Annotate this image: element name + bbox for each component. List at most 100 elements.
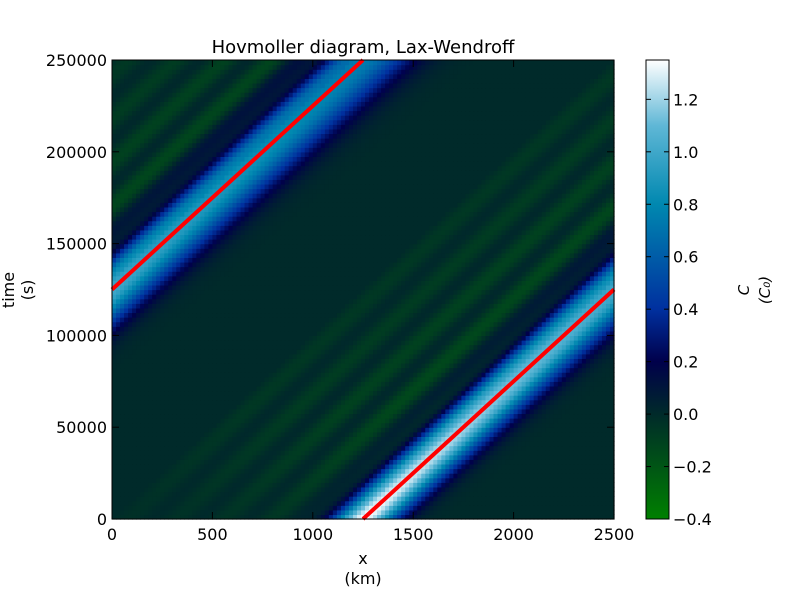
heatmap-cell (148, 354, 153, 359)
heatmap-cell (385, 450, 390, 455)
heatmap-cell (192, 423, 197, 428)
heatmap-cell (429, 409, 434, 414)
heatmap-cell (457, 381, 462, 386)
heatmap-cell (405, 469, 410, 474)
heatmap-cell (317, 436, 322, 441)
heatmap-cell (132, 464, 137, 469)
heatmap-cell (409, 409, 414, 414)
heatmap-cell (180, 340, 185, 345)
heatmap-cell (152, 459, 157, 464)
heatmap-cell (204, 450, 209, 455)
heatmap-cell (522, 354, 527, 359)
heatmap-cell (148, 381, 153, 386)
heatmap-cell (313, 505, 318, 510)
heatmap-cell (132, 450, 137, 455)
heatmap-cell (277, 501, 282, 506)
heatmap-cell (393, 390, 398, 395)
heatmap-cell (465, 345, 470, 350)
heatmap-cell (297, 349, 302, 354)
heatmap-cell (152, 432, 157, 437)
heatmap-cell (490, 496, 495, 501)
heatmap-cell (465, 459, 470, 464)
heatmap-cell (361, 349, 366, 354)
heatmap-cell (309, 390, 314, 395)
heatmap-cell (164, 418, 169, 423)
heatmap-cell (116, 473, 121, 478)
heatmap-cell (606, 446, 611, 451)
heatmap-cell (477, 423, 482, 428)
heatmap-cell (506, 340, 511, 345)
heatmap-cell (526, 464, 531, 469)
heatmap-cell (498, 413, 503, 418)
heatmap-cell (140, 501, 145, 506)
heatmap-cell (289, 436, 294, 441)
heatmap-cell (313, 404, 318, 409)
heatmap-cell (546, 427, 551, 432)
heatmap-cell (285, 340, 290, 345)
heatmap-cell (156, 487, 161, 492)
heatmap-cell (409, 386, 414, 391)
heatmap-cell (176, 368, 181, 373)
heatmap-cell (393, 505, 398, 510)
heatmap-cell (128, 432, 133, 437)
heatmap-cell (522, 395, 527, 400)
heatmap-cell (606, 395, 611, 400)
heatmap-cell (245, 390, 250, 395)
heatmap-cell (257, 413, 262, 418)
heatmap-cell (526, 354, 531, 359)
heatmap-cell (188, 409, 193, 414)
heatmap-cell (144, 496, 149, 501)
heatmap-cell (152, 390, 157, 395)
heatmap-cell (281, 404, 286, 409)
heatmap-cell (514, 487, 519, 492)
heatmap-cell (437, 510, 442, 515)
heatmap-cell (373, 455, 378, 460)
heatmap-cell (481, 432, 486, 437)
heatmap-cell (237, 501, 242, 506)
heatmap-cell (257, 501, 262, 506)
heatmap-cell (253, 464, 258, 469)
heatmap-cell (510, 436, 515, 441)
heatmap-cell (269, 372, 274, 377)
heatmap-cell (224, 473, 229, 478)
heatmap-cell (124, 450, 129, 455)
heatmap-cell (188, 441, 193, 446)
heatmap-cell (313, 368, 318, 373)
heatmap-cell (333, 450, 338, 455)
heatmap-cell (281, 455, 286, 460)
heatmap-cell (353, 335, 358, 340)
heatmap-cell (285, 491, 290, 496)
heatmap-cell (361, 496, 366, 501)
heatmap-cell (285, 459, 290, 464)
heatmap-cell (546, 413, 551, 418)
heatmap-cell (361, 432, 366, 437)
heatmap-cell (570, 446, 575, 451)
heatmap-cell (249, 473, 254, 478)
heatmap-cell (477, 377, 482, 382)
heatmap-cell (469, 363, 474, 368)
heatmap-cell (437, 482, 442, 487)
heatmap-cell (405, 372, 410, 377)
heatmap-cell (522, 432, 527, 437)
heatmap-cell (522, 510, 527, 515)
heatmap-cell (200, 368, 205, 373)
heatmap-cell (401, 455, 406, 460)
heatmap-cell (445, 345, 450, 350)
heatmap-cell (253, 496, 258, 501)
heatmap-cell (485, 432, 490, 437)
heatmap-cell (200, 450, 205, 455)
heatmap-cell (542, 377, 547, 382)
heatmap-cell (485, 368, 490, 373)
heatmap-cell (329, 446, 334, 451)
heatmap-cell (393, 510, 398, 515)
heatmap-cell (365, 487, 370, 492)
heatmap-cell (590, 455, 595, 460)
heatmap-cell (192, 381, 197, 386)
heatmap-cell (518, 400, 523, 405)
heatmap-cell (457, 345, 462, 350)
heatmap-cell (168, 432, 173, 437)
heatmap-cell (208, 413, 213, 418)
heatmap-cell (184, 423, 189, 428)
heatmap-cell (140, 358, 145, 363)
heatmap-cell (305, 455, 310, 460)
